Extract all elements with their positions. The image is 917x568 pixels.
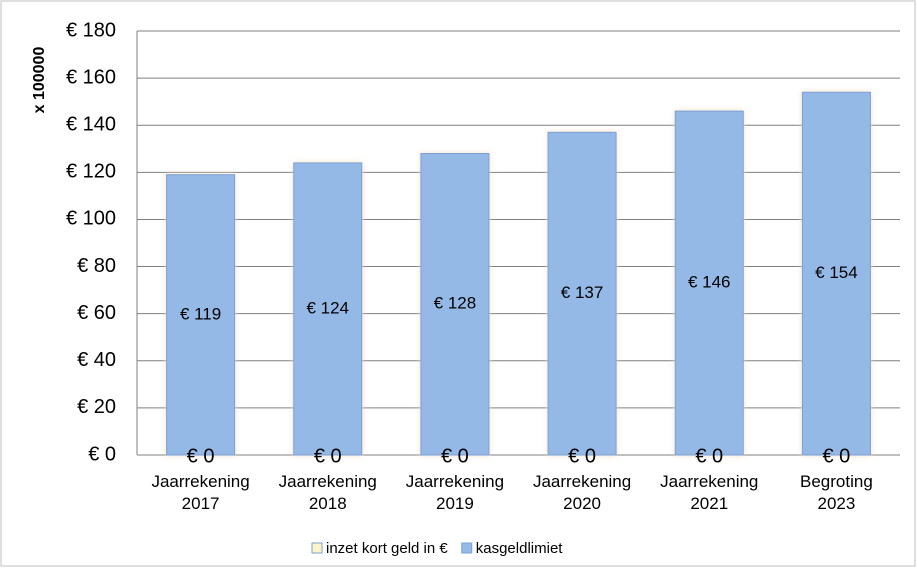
y-tick-label: € 140: [66, 114, 116, 136]
legend-label: kasgeldlimiet: [476, 540, 564, 557]
data-label: € 0: [823, 445, 851, 467]
x-tick-label-line: Jaarrekening: [406, 472, 504, 491]
data-label: € 0: [568, 445, 596, 467]
y-tick-label: € 80: [77, 255, 116, 277]
x-tick-label: Jaarrekening 2020: [533, 472, 631, 513]
bar: [547, 131, 617, 456]
x-tick-label: Begroting 2023: [800, 472, 873, 513]
y-tick-label: € 40: [77, 349, 116, 371]
x-tick-label-line: 2018: [309, 494, 347, 513]
data-label: € 154: [815, 263, 858, 282]
bar: [801, 91, 871, 456]
x-tick-label-line: 2019: [436, 494, 474, 513]
y-tick-label: € 20: [77, 396, 116, 418]
x-tick-label: Jaarrekening 2018: [279, 472, 377, 513]
x-tick-label-line: Jaarrekening: [660, 472, 758, 491]
y-tick-label: € 180: [66, 19, 116, 41]
legend-swatch: [311, 542, 323, 554]
data-label: € 137: [561, 283, 604, 302]
x-tick-label-line: Begroting: [800, 472, 873, 491]
data-label: € 0: [314, 445, 342, 467]
y-axis-title: x 100000: [31, 47, 48, 114]
data-label: € 0: [187, 445, 215, 467]
x-tick-label: Jaarrekening 2017: [151, 472, 249, 513]
data-label: € 146: [688, 273, 731, 292]
legend-swatch: [461, 542, 473, 554]
x-tick-label-line: Jaarrekening: [279, 472, 377, 491]
bar: [166, 174, 236, 456]
bar: [420, 152, 490, 456]
data-label: € 0: [441, 445, 469, 467]
data-label: € 0: [695, 445, 723, 467]
y-tick-label: € 0: [88, 443, 116, 465]
data-label: € 124: [306, 298, 349, 317]
legend-label: inzet kort geld in €: [326, 540, 448, 557]
x-tick-label-line: 2017: [182, 494, 220, 513]
data-label: € 128: [434, 294, 477, 313]
x-tick-label-line: Jaarrekening: [533, 472, 631, 491]
y-tick-label: € 120: [66, 161, 116, 183]
y-tick-label: € 160: [66, 66, 116, 88]
bar: [293, 162, 363, 456]
x-tick-label: Jaarrekening 2019: [406, 472, 504, 513]
x-tick-label-line: 2023: [818, 494, 856, 513]
x-tick-label-line: Jaarrekening: [151, 472, 249, 491]
y-tick-label: € 60: [77, 302, 116, 324]
data-label: € 119: [180, 304, 221, 323]
bar: [674, 110, 744, 456]
y-tick-label: € 100: [66, 208, 116, 230]
x-tick-label: Jaarrekening 2021: [660, 472, 758, 513]
x-tick-label-line: 2020: [563, 494, 601, 513]
x-tick-label-line: 2021: [690, 494, 728, 513]
